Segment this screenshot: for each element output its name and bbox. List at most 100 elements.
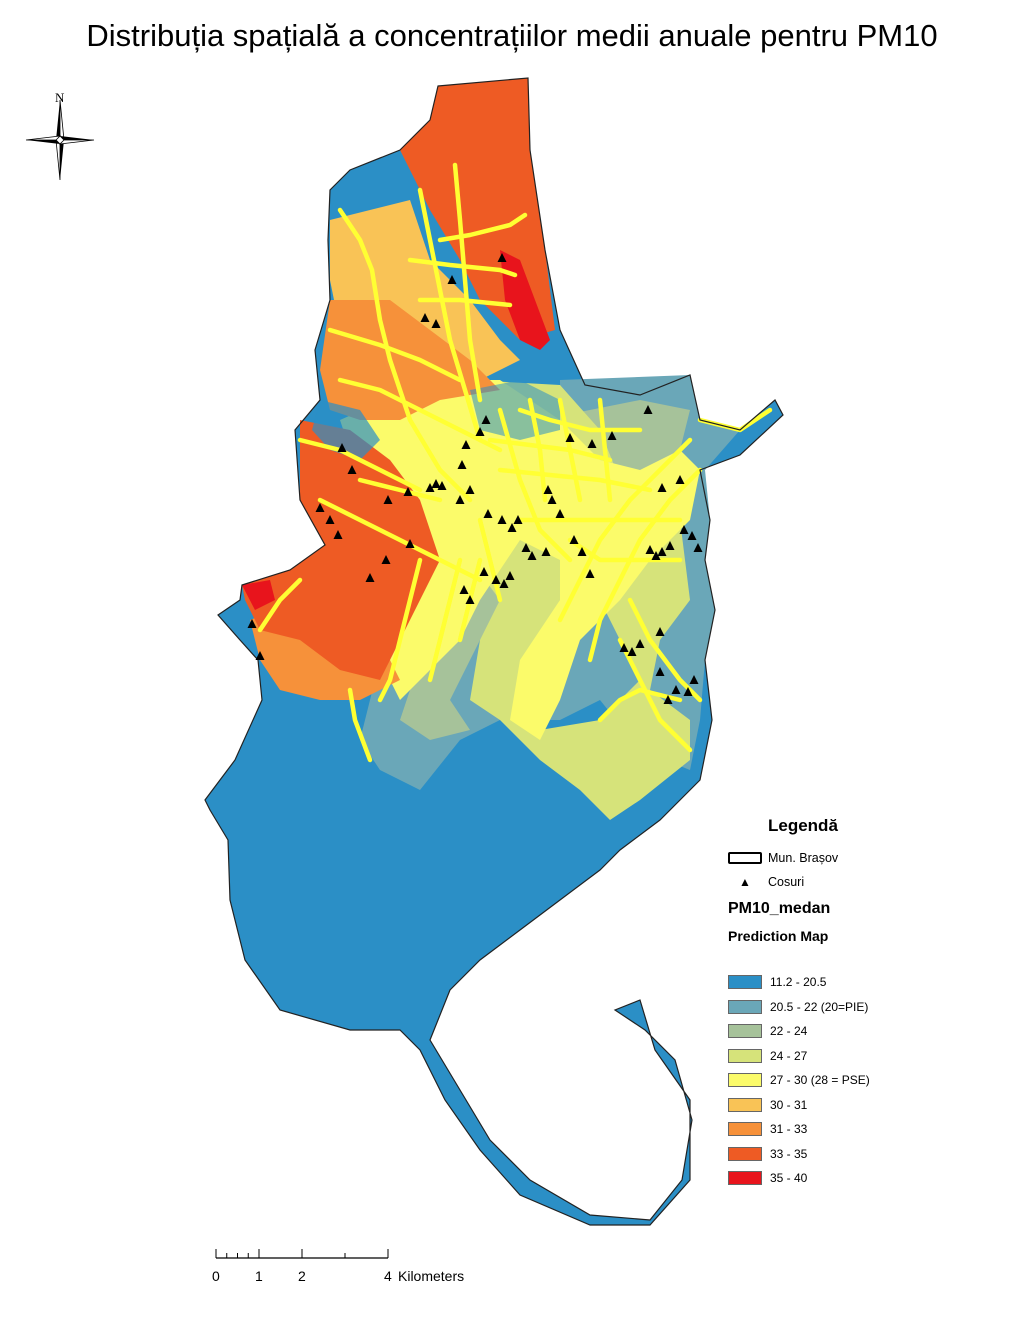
chimney-point — [665, 541, 675, 550]
class-swatch — [728, 1024, 762, 1038]
chimney-point — [627, 647, 637, 656]
class-swatch — [728, 1073, 762, 1087]
scale-tick-1: 1 — [255, 1268, 263, 1284]
concentration-surface — [205, 78, 783, 1225]
zone-31-33 — [320, 300, 500, 420]
class-swatch — [728, 1122, 762, 1136]
legend-points-row: ▲ Cosuri — [728, 874, 804, 890]
chimney-point — [465, 485, 475, 494]
scale-bar — [215, 1249, 389, 1259]
chimney-point — [657, 547, 667, 556]
legend-title: Legendă — [768, 816, 838, 835]
chimney-point — [607, 431, 617, 440]
chimney-point — [671, 685, 681, 694]
chimney-point — [455, 495, 465, 504]
chimney-point — [497, 515, 507, 524]
chimney-point — [565, 433, 575, 442]
chimney-point — [247, 619, 257, 628]
class-swatch — [728, 975, 762, 989]
chimney-point — [693, 543, 703, 552]
chimney-point — [687, 531, 697, 540]
class-label: 22 - 24 — [770, 1024, 808, 1038]
compass-rose-icon — [25, 99, 95, 181]
zone-33-35-west — [242, 420, 440, 680]
chimney-point — [497, 253, 507, 262]
chimney-point — [555, 509, 565, 518]
chimney-point — [655, 667, 665, 676]
layer-name: PM10_medan — [728, 900, 831, 917]
legend-class-row: 20.5 - 22 (20=PIE) — [728, 999, 868, 1015]
chimney-point — [459, 585, 469, 594]
chimney-point — [325, 515, 335, 524]
chimney-point — [475, 427, 485, 436]
class-label: 33 - 35 — [770, 1146, 808, 1161]
chimney-point — [585, 569, 595, 578]
chimney-point — [425, 483, 435, 492]
chimney-point — [491, 575, 501, 584]
chimney-point — [333, 530, 343, 539]
chimney-point — [675, 475, 685, 484]
chimney-point — [420, 313, 430, 322]
chimney-point — [315, 503, 325, 512]
legend-class-row: 31 - 33 — [728, 1121, 807, 1137]
chimney-point — [507, 523, 517, 532]
chimney-point — [457, 460, 467, 469]
legend-class-row: 30 - 31 — [728, 1097, 807, 1113]
chimney-point — [431, 479, 441, 488]
chimney-point — [447, 275, 457, 284]
class-swatch — [728, 1146, 762, 1161]
chimney-point — [431, 319, 441, 328]
chimney-point — [337, 443, 347, 452]
class-swatch — [728, 1048, 762, 1063]
class-label: 31 - 33 — [770, 1122, 808, 1136]
chimney-point — [505, 571, 515, 580]
legend-class-row: 27 - 30 (28 = PSE) — [728, 1072, 870, 1088]
legend-class-row: 22 - 24 — [728, 1023, 807, 1039]
chimney-point — [679, 525, 689, 534]
chimney-point — [499, 579, 509, 588]
chimney-point — [513, 515, 523, 524]
chimney-points — [247, 253, 703, 704]
map-title: Distribuția spațială a concentrațiilor m… — [86, 18, 938, 53]
layer-subtitle: Prediction Map — [728, 928, 829, 944]
chimney-point — [657, 483, 667, 492]
class-label: 11.2 - 20.5 — [770, 975, 827, 989]
class-label: 27 - 30 (28 = PSE) — [770, 1073, 870, 1087]
scale-unit: Kilometers — [398, 1268, 465, 1284]
chimney-point — [405, 539, 415, 548]
chimney-point — [403, 487, 413, 496]
zone-blue-core — [470, 380, 560, 440]
boundary-swatch — [728, 852, 762, 864]
class-swatch — [728, 1171, 762, 1185]
legend-boundary-row: Mun. Brașov — [728, 850, 838, 866]
chimney-point — [655, 627, 665, 636]
chimney-point — [651, 551, 661, 560]
chimney-point — [383, 495, 393, 504]
scale-tick-0: 0 — [212, 1268, 220, 1284]
chimney-point — [541, 547, 551, 556]
chimney-point — [569, 535, 579, 544]
chimney-point — [381, 555, 391, 564]
class-label: 35 - 40 — [770, 1171, 808, 1185]
class-label: 20.5 - 22 (20=PIE) — [770, 999, 869, 1014]
chimney-point — [365, 573, 375, 582]
chimney-point — [521, 543, 531, 552]
chimney-point — [689, 675, 699, 684]
chimney-point — [347, 465, 357, 474]
road-network — [257, 162, 773, 763]
chimney-point — [619, 643, 629, 652]
chimney-point — [577, 547, 587, 556]
zone-27-30 — [340, 380, 700, 740]
chimney-point — [587, 439, 597, 448]
chimney-point — [543, 485, 553, 494]
class-label: 24 - 27 — [770, 1048, 808, 1063]
class-label: 30 - 31 — [770, 1097, 808, 1112]
scale-tick-2: 2 — [298, 1268, 306, 1284]
north-label: N — [55, 90, 65, 105]
chimney-point — [643, 405, 653, 414]
chimney-point — [547, 495, 557, 504]
zone-35-40-b — [242, 580, 275, 610]
chimney-point — [461, 440, 471, 449]
chimney-point — [483, 509, 493, 518]
